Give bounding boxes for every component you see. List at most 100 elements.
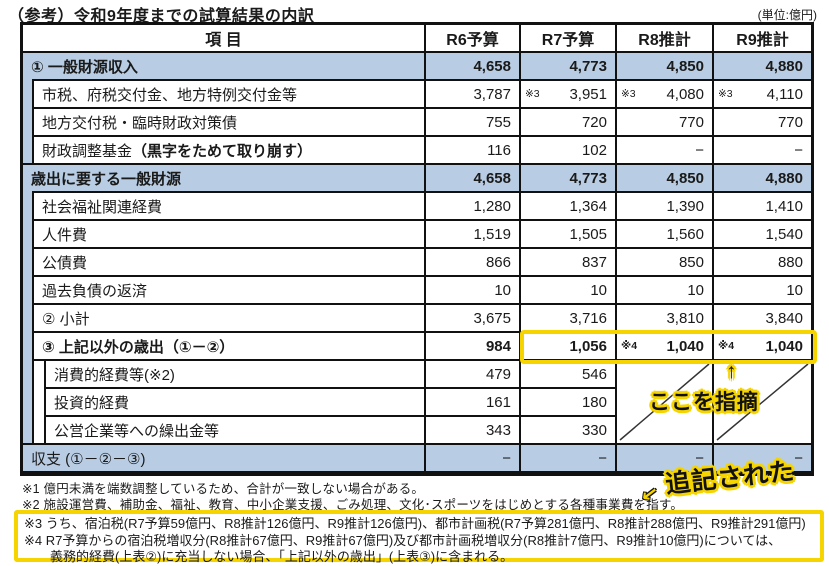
column-header-r6: R6予算 xyxy=(426,25,521,53)
table-row: 市税、府税交付金、地方特例交付金等 3,787 ※3 3,951 ※3 4,080 … xyxy=(23,81,811,109)
value-cell: 720 xyxy=(521,109,617,137)
value-cell: − xyxy=(714,445,811,473)
value-cell: − xyxy=(617,445,714,473)
value-cell: 4,880 xyxy=(714,165,811,193)
table-row: 公営企業等への繰出金等 343 330 xyxy=(23,417,811,445)
value-cell: 4,850 xyxy=(617,165,714,193)
value-cell: 4,773 xyxy=(521,165,617,193)
value-cell: 330 xyxy=(521,417,617,445)
value-cell: 1,505 xyxy=(521,221,617,249)
value-cell: − xyxy=(426,445,521,473)
value-cell: ※3 4,110 xyxy=(714,81,811,109)
table-row: 収支 (①－②－③) − − − − xyxy=(23,445,811,473)
table-row: 公債費 866 837 850 880 xyxy=(23,249,811,277)
na-slash-icon xyxy=(716,363,809,441)
na-slash-icon xyxy=(619,363,710,441)
budget-table: 項 目 R6予算 R7予算 R8推計 R9推計 ① 一般財源収入 4,658 4… xyxy=(20,22,814,476)
table-row: 過去負債の返済 10 10 10 10 xyxy=(23,277,811,305)
value-cell: 1,540 xyxy=(714,221,811,249)
row-label: 消費的経費等(※2) xyxy=(23,361,426,389)
table-row: 投資的経費 161 180 xyxy=(23,389,811,417)
value-cell: 10 xyxy=(426,277,521,305)
row-label: 公債費 xyxy=(23,249,426,277)
value-cell: 3,787 xyxy=(426,81,521,109)
value-cell: 10 xyxy=(714,277,811,305)
footnote-3: ※3 うち、宿泊税(R7予算59億円、R8推計126億円、R9推計126億円)、… xyxy=(24,516,806,531)
value-cell: 4,658 xyxy=(426,165,521,193)
table-row: 歳出に要する一般財源 4,658 4,773 4,850 4,880 xyxy=(23,165,811,193)
footnote-1: ※1 億円未満を端数調整しているため、合計が一致しない場合がある。 xyxy=(22,482,425,496)
value-cell: 880 xyxy=(714,249,811,277)
table-row: ① 一般財源収入 4,658 4,773 4,850 4,880 xyxy=(23,53,811,81)
value-cell: 10 xyxy=(617,277,714,305)
value-cell: 102 xyxy=(521,137,617,165)
value-cell: 1,364 xyxy=(521,193,617,221)
table-row: 消費的経費等(※2) 479 546 xyxy=(23,361,811,389)
value-cell: 343 xyxy=(426,417,521,445)
table-row: 社会福祉関連経費 1,280 1,364 1,390 1,410 xyxy=(23,193,811,221)
na-cell xyxy=(617,417,714,445)
value-cell: 479 xyxy=(426,361,521,389)
footnote-4-continued: 義務的経費(上表②)に充当しない場合、「上記以外の歳出」(上表③)に含まれる。 xyxy=(24,549,514,565)
down-left-arrow-icon: ↙ xyxy=(639,482,660,508)
value-cell: 1,280 xyxy=(426,193,521,221)
row-label: 公営企業等への繰出金等 xyxy=(23,417,426,445)
value-cell: 3,675 xyxy=(426,305,521,333)
row-label: ② 小計 xyxy=(23,305,426,333)
unit-label: (単位:億円) xyxy=(757,8,817,22)
row-label: 人件費 xyxy=(23,221,426,249)
value-cell: 116 xyxy=(426,137,521,165)
value-cell: 4,880 xyxy=(714,53,811,81)
value-cell: 1,390 xyxy=(617,193,714,221)
value-cell: − xyxy=(617,137,714,165)
table-row: 財政調整基金 （黒字をためて取り崩す） 116 102 − − xyxy=(23,137,811,165)
up-arrow-icon: ↑ xyxy=(726,360,737,383)
footnote-2: ※2 施設運営費、補助金、福祉、教育、中小企業支援、ごみ処理、文化･スポーツをは… xyxy=(22,498,684,512)
page-title: （参考）令和9年度までの試算結果の内訳 xyxy=(8,8,315,25)
value-cell: 4,850 xyxy=(617,53,714,81)
footnote-4: ※4 R7予算からの宿泊税増収分(R8推計67億円、R9推計67億円)及び都市計… xyxy=(24,532,782,548)
table-row: 人件費 1,519 1,505 1,560 1,540 xyxy=(23,221,811,249)
value-cell: 770 xyxy=(714,109,811,137)
column-header-item: 項 目 xyxy=(23,25,426,53)
value-cell: ※3 4,080 xyxy=(617,81,714,109)
row-label: 市税、府税交付金、地方特例交付金等 xyxy=(23,81,426,109)
na-cell xyxy=(617,361,714,389)
value-cell: 850 xyxy=(617,249,714,277)
value-cell: 3,810 xyxy=(617,305,714,333)
value-cell: 10 xyxy=(521,277,617,305)
value-cell: 3,840 xyxy=(714,305,811,333)
column-header-r7: R7予算 xyxy=(521,25,617,53)
value-cell: 866 xyxy=(426,249,521,277)
table-row-highlighted: ③ 上記以外の歳出（①－②） 984 1,056 ※4 1,040 ※4 1,040 xyxy=(23,333,811,361)
level2-indent-strip xyxy=(34,361,46,443)
highlight-box xyxy=(520,330,817,364)
column-header-r9: R9推計 xyxy=(714,25,811,53)
value-cell: − xyxy=(714,137,811,165)
row-label: 過去負債の返済 xyxy=(23,277,426,305)
footnote-highlight-box: ※3 うち、宿泊税(R7予算59億円、R8推計126億円、R9推計126億円)、… xyxy=(14,510,824,564)
section2-indent-strip xyxy=(23,191,34,443)
value-cell: 837 xyxy=(521,249,617,277)
value-cell: 1,519 xyxy=(426,221,521,249)
value-cell: − xyxy=(521,445,617,473)
value-cell: 161 xyxy=(426,389,521,417)
value-cell: 1,560 xyxy=(617,221,714,249)
row-label: 地方交付税・臨時財政対策債 xyxy=(23,109,426,137)
value-cell: ※3 3,951 xyxy=(521,81,617,109)
section1-indent-strip xyxy=(23,79,34,163)
row-label: 投資的経費 xyxy=(23,389,426,417)
row-label: 財政調整基金 （黒字をためて取り崩す） xyxy=(23,137,426,165)
row-label: 歳出に要する一般財源 xyxy=(23,165,426,193)
table-row: 地方交付税・臨時財政対策債 755 720 770 770 xyxy=(23,109,811,137)
value-cell: 1,410 xyxy=(714,193,811,221)
na-cell xyxy=(617,389,714,417)
value-cell: 3,716 xyxy=(521,305,617,333)
table-header-row: 項 目 R6予算 R7予算 R8推計 R9推計 xyxy=(23,25,811,53)
table-row: ② 小計 3,675 3,716 3,810 3,840 xyxy=(23,305,811,333)
value-cell: 770 xyxy=(617,109,714,137)
row-label: ③ 上記以外の歳出（①－②） xyxy=(23,333,426,361)
na-cell xyxy=(714,417,811,445)
annotation-koko-shiteki: ここを指摘 xyxy=(649,391,759,414)
value-cell: 984 xyxy=(426,333,521,361)
